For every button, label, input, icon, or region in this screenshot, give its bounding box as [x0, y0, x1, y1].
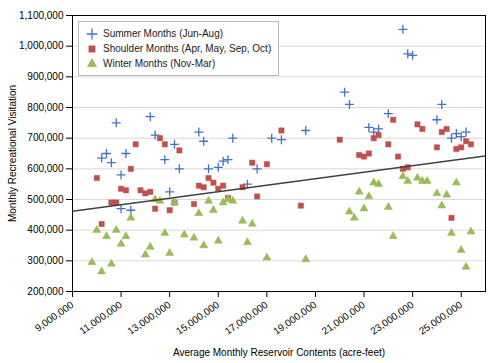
svg-text:900,000: 900,000	[27, 71, 64, 82]
svg-text:19,000,000: 19,000,000	[271, 299, 319, 337]
svg-text:800,000: 800,000	[27, 102, 64, 113]
svg-text:15,000,000: 15,000,000	[174, 299, 222, 337]
svg-text:21,000,000: 21,000,000	[320, 299, 368, 337]
html-text:Shoulder Months (Apr, May, Sep: Shoulder Months (Apr, May, Sep, Oct)	[103, 43, 272, 54]
svg-text:17,000,000: 17,000,000	[223, 299, 271, 337]
svg-text:1,000,000: 1,000,000	[19, 40, 64, 51]
svg-text:Monthly Recreational Visitatio: Monthly Recreational Visitation	[7, 85, 18, 222]
svg-text:300,000: 300,000	[27, 255, 64, 266]
svg-text:9,000,000: 9,000,000	[33, 299, 76, 334]
svg-text:1,100,000: 1,100,000	[19, 10, 64, 21]
svg-text:23,000,000: 23,000,000	[368, 299, 416, 337]
svg-text:400,000: 400,000	[27, 224, 64, 235]
html-text:Winter Months (Nov-Mar): Winter Months (Nov-Mar)	[103, 58, 216, 69]
svg-text:13,000,000: 13,000,000	[125, 299, 173, 337]
html-text:Summer Months (Jun-Aug): Summer Months (Jun-Aug)	[103, 28, 223, 39]
svg-text:500,000: 500,000	[27, 194, 64, 205]
svg-text:11,000,000: 11,000,000	[77, 299, 124, 337]
svg-text:700,000: 700,000	[27, 132, 64, 143]
svg-text:200,000: 200,000	[27, 286, 64, 297]
svg-text:Average Monthly Reservoir Cont: Average Monthly Reservoir Contents (acre…	[173, 347, 385, 358]
svg-text:600,000: 600,000	[27, 163, 64, 174]
svg-text:25,000,000: 25,000,000	[417, 299, 465, 337]
